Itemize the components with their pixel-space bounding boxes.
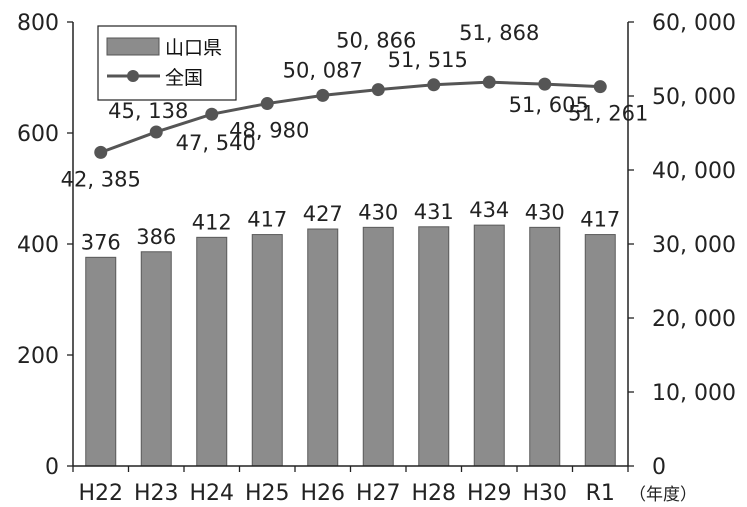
line-value-label: 48, 980 [229,119,309,143]
left-tick-label: 0 [45,455,59,480]
line-value-label: 51, 261 [568,102,648,126]
bar-value-label: 417 [580,208,620,232]
bar-yamaguchi [307,228,339,467]
right-tick-label: 10, 000 [652,381,736,406]
x-tick-label: H30 [522,481,567,506]
bar-yamaguchi [362,226,394,467]
bar-value-label: 412 [192,210,232,234]
line-value-label: 45, 138 [108,99,188,123]
bar-yamaguchi [85,256,117,467]
x-axis-unit-label: （年度） [629,485,697,505]
legend-bar-swatch [106,37,160,56]
x-tick-label: H23 [134,481,179,506]
x-tick-label: H27 [356,481,401,506]
bar-value-label: 427 [303,202,343,226]
right-tick-label: 60, 000 [652,11,736,36]
x-tick-label: H24 [189,481,234,506]
x-tick-label: H26 [300,481,345,506]
legend-line-marker [127,70,139,82]
legend: 山口県 全国 [97,25,237,101]
line-value-label: 50, 866 [336,29,416,53]
right-tick-label: 20, 000 [652,307,736,332]
bar-yamaguchi [529,226,561,467]
line-point-national [482,75,496,89]
line-layer [94,75,607,159]
line-value-label: 51, 515 [388,48,468,72]
line-value-label: 51, 868 [459,21,539,45]
right-tick-label: 30, 000 [652,233,736,258]
bars-layer [85,224,616,467]
bar-yamaguchi [473,224,505,467]
bar-yamaguchi [251,234,283,467]
left-tick-label: 600 [17,122,59,147]
x-tick-label: R1 [586,481,615,506]
x-tick-label: H29 [467,481,512,506]
right-tick-label: 40, 000 [652,159,736,184]
left-tick-label: 800 [17,11,59,36]
x-tick-label: H22 [78,481,123,506]
right-tick-label: 0 [652,455,666,480]
bar-value-label: 431 [414,200,454,224]
axes-layer: 0 200 400 600 800 0 10, 000 20, 000 30, 000 40, 0… [17,11,736,506]
line-point-national [371,83,385,97]
line-point-national [260,97,274,111]
bar-yamaguchi [196,236,228,467]
line-point-national [427,78,441,92]
bar-value-label: 376 [81,230,121,254]
legend-label-yamaguchi: 山口県 [165,37,222,59]
bar-value-label: 430 [525,200,565,224]
x-tick-label: H25 [245,481,290,506]
line-value-label: 51, 605 [509,93,589,117]
bar-value-label: 430 [358,200,398,224]
left-tick-label: 400 [17,233,59,258]
line-point-national [94,145,108,159]
line-point-national [205,107,219,121]
right-tick-label: 50, 000 [652,85,736,110]
left-tick-label: 200 [17,344,59,369]
bar-value-label: 417 [247,208,287,232]
line-value-label: 42, 385 [61,167,141,191]
legend-label-national: 全国 [165,67,203,89]
line-point-national [149,125,163,139]
line-point-national [538,77,552,91]
bar-yamaguchi [584,234,616,467]
bar-value-label: 434 [469,198,509,222]
line-value-label: 50, 087 [283,58,363,82]
line-point-national [593,80,607,94]
bar-yamaguchi [140,251,172,467]
line-value-label: 47, 540 [176,131,256,155]
line-point-national [316,88,330,102]
labels-layer: 376 386 412 417 427 430 431 434 430 417 42, 385 45,… [61,21,649,254]
bar-value-label: 386 [136,225,176,249]
x-tick-label: H28 [411,481,456,506]
bar-yamaguchi [418,226,450,467]
line-national [100,80,601,154]
